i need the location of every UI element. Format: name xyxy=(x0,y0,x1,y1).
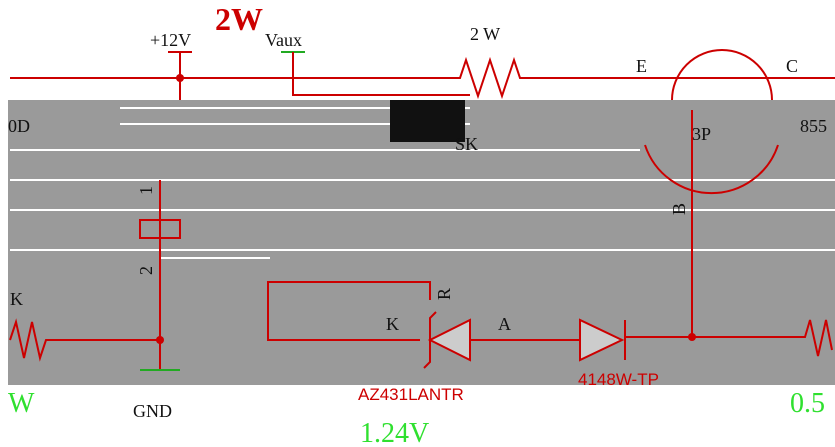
label: 3P xyxy=(692,124,711,144)
label: 2W xyxy=(215,1,263,37)
label: 4148W-TP xyxy=(578,370,659,389)
label: 2 W xyxy=(470,24,500,44)
label: AZ431LANTR xyxy=(358,385,464,404)
node xyxy=(156,336,164,344)
black-block xyxy=(390,100,465,142)
label: 0.5 xyxy=(790,388,825,419)
label: C xyxy=(786,56,798,76)
label: Vaux xyxy=(265,30,302,50)
label: GND xyxy=(133,401,172,421)
label: 855 xyxy=(800,116,827,136)
label: B xyxy=(669,203,689,215)
label: 0D xyxy=(8,116,30,136)
node xyxy=(176,74,184,82)
label: 1.24V xyxy=(360,418,429,447)
label: 1 xyxy=(136,186,156,195)
label: +12V xyxy=(150,30,191,50)
label: K xyxy=(10,289,23,309)
node xyxy=(688,333,696,341)
label: W xyxy=(8,388,35,419)
label: R xyxy=(434,288,454,300)
label: E xyxy=(636,56,647,76)
label: SK xyxy=(455,134,478,154)
label: 2 xyxy=(136,266,156,275)
label: K xyxy=(386,314,399,334)
label: A xyxy=(498,314,511,334)
